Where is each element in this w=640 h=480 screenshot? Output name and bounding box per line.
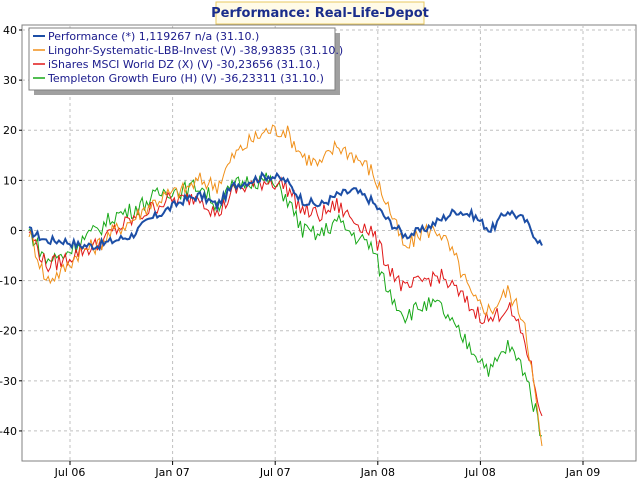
y-tick-label: -40 bbox=[0, 425, 17, 438]
legend-label: Performance (*) 1,119267 n/a (31.10.) bbox=[48, 30, 259, 43]
x-tick-label: Jul 07 bbox=[259, 466, 291, 479]
y-tick-label: -20 bbox=[0, 325, 17, 338]
y-tick-label: -30 bbox=[0, 375, 17, 388]
y-tick-label: 40 bbox=[3, 24, 17, 37]
series-line-0 bbox=[28, 171, 543, 252]
x-tick-label: Jan 07 bbox=[154, 466, 189, 479]
series-line-2 bbox=[28, 175, 543, 417]
series-line-3 bbox=[28, 172, 543, 437]
axis-layer: 40 30 20 10 0 -10 -20 -30 -40 Jul 06 Jan 07 Jul 07 J… bbox=[0, 24, 600, 479]
chart-title: Performance: Real-Life-Depot bbox=[211, 6, 429, 21]
x-tick-label: Jan 08 bbox=[360, 466, 395, 479]
y-tick-label: 20 bbox=[3, 124, 17, 137]
legend-label: iShares MSCI World DZ (X) (V) -30,23656 … bbox=[48, 58, 320, 71]
x-tick-label: Jul 06 bbox=[54, 466, 86, 479]
x-tick-label: Jan 09 bbox=[565, 466, 600, 479]
series-line-1 bbox=[28, 124, 543, 447]
legend-label: Templeton Growth Euro (H) (V) -36,23311 … bbox=[47, 72, 324, 85]
series-layer bbox=[28, 124, 543, 447]
y-tick-label: 30 bbox=[3, 74, 17, 87]
chart-title-box: Performance: Real-Life-Depot bbox=[211, 1, 429, 25]
grid-layer bbox=[22, 25, 636, 461]
x-tick-label: Jul 08 bbox=[464, 466, 496, 479]
legend-label: Lingohr-Systematic-LBB-Invest (V) -38,93… bbox=[48, 44, 343, 57]
y-tick-label: -10 bbox=[0, 275, 17, 288]
legend: Performance (*) 1,119267 n/a (31.10.)Lin… bbox=[28, 27, 343, 95]
y-tick-label: 10 bbox=[3, 174, 17, 187]
plot-area bbox=[21, 24, 637, 462]
y-tick-label: 0 bbox=[10, 224, 17, 237]
